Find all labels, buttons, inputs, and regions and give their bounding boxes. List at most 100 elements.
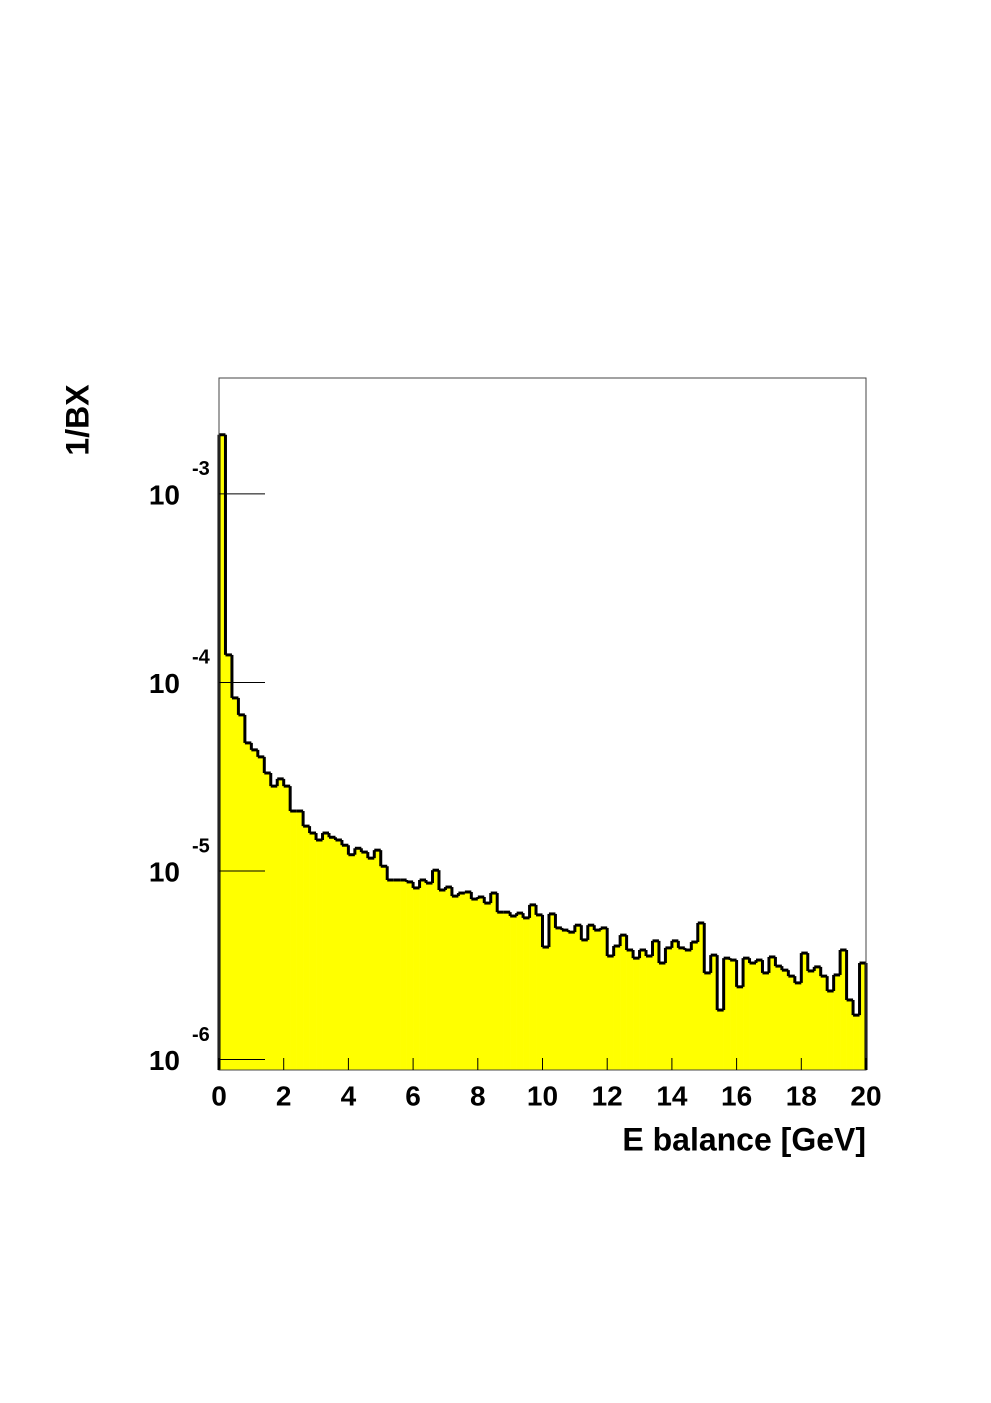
bar xyxy=(626,950,634,1070)
bar xyxy=(730,960,737,1070)
x-tick-label: 14 xyxy=(656,1080,688,1111)
bar xyxy=(658,963,666,1070)
bar xyxy=(665,947,673,1070)
y-axis-label: 1/BX xyxy=(59,384,95,456)
bar xyxy=(717,1010,724,1070)
bar xyxy=(853,1015,860,1070)
bar xyxy=(684,950,692,1070)
y-tick-exponent: -5 xyxy=(192,835,210,857)
x-tick-label: 6 xyxy=(405,1080,421,1111)
bar xyxy=(374,850,382,1070)
bar xyxy=(652,940,660,1070)
bar xyxy=(296,811,304,1070)
bar xyxy=(387,879,394,1070)
bar xyxy=(833,974,841,1070)
bar xyxy=(607,956,614,1070)
bar xyxy=(574,925,582,1070)
bar xyxy=(471,899,479,1070)
bar xyxy=(587,925,595,1070)
bar xyxy=(620,935,627,1070)
bar xyxy=(413,887,420,1070)
y-tick-exponent: -6 xyxy=(192,1024,210,1046)
x-tick-label: 16 xyxy=(721,1080,752,1111)
bar xyxy=(497,912,504,1070)
bar xyxy=(794,982,802,1070)
bar xyxy=(367,858,375,1070)
bar xyxy=(613,946,621,1070)
bar xyxy=(510,916,517,1070)
bar xyxy=(328,837,336,1070)
bar xyxy=(743,958,750,1070)
bar xyxy=(846,999,854,1070)
bar xyxy=(432,870,440,1070)
bar xyxy=(283,786,291,1070)
bar xyxy=(426,883,433,1070)
bar xyxy=(503,912,511,1070)
bar xyxy=(335,840,343,1070)
bar xyxy=(775,966,783,1070)
y-tick-label: 10 xyxy=(149,1045,180,1076)
bar xyxy=(477,896,485,1070)
bar xyxy=(536,914,543,1070)
bar xyxy=(380,866,388,1070)
x-tick-label: 4 xyxy=(341,1080,357,1111)
bar xyxy=(244,742,252,1070)
bar xyxy=(671,940,679,1070)
bar xyxy=(251,749,259,1070)
bar xyxy=(290,811,297,1070)
x-tick-label: 2 xyxy=(276,1080,292,1111)
bar xyxy=(341,845,349,1070)
bar xyxy=(561,930,569,1070)
bar xyxy=(542,947,550,1070)
bar xyxy=(322,833,330,1070)
x-tick-label: 8 xyxy=(470,1080,486,1111)
bar xyxy=(568,932,576,1070)
bar xyxy=(548,913,556,1070)
y-tick-exponent: -4 xyxy=(192,647,211,669)
bar xyxy=(400,879,407,1070)
bar xyxy=(704,972,712,1070)
bar xyxy=(257,756,265,1070)
y-tick-exponent: -3 xyxy=(192,458,210,480)
bar xyxy=(768,956,776,1070)
x-tick-label: 10 xyxy=(527,1080,558,1111)
bar xyxy=(451,896,459,1070)
x-tick-label: 18 xyxy=(786,1080,817,1111)
bar xyxy=(529,904,537,1070)
bar xyxy=(354,848,362,1070)
bar xyxy=(801,953,809,1070)
bar xyxy=(820,976,828,1070)
bar xyxy=(219,434,226,1071)
bar xyxy=(277,778,284,1070)
bar xyxy=(445,887,453,1070)
bar xyxy=(827,990,834,1070)
bar xyxy=(756,960,763,1070)
bar xyxy=(490,893,498,1070)
bar xyxy=(406,881,414,1070)
x-tick-label: 20 xyxy=(850,1080,881,1111)
bar xyxy=(633,958,640,1070)
bar xyxy=(807,970,815,1070)
x-tick-label: 0 xyxy=(211,1080,227,1111)
bar xyxy=(639,950,647,1070)
bar xyxy=(859,963,867,1070)
bar xyxy=(458,893,466,1070)
bar xyxy=(438,889,446,1070)
y-tick-label: 10 xyxy=(149,479,180,510)
bar xyxy=(225,654,233,1070)
bar xyxy=(594,930,602,1070)
bar xyxy=(361,852,369,1070)
bar xyxy=(697,922,705,1070)
bar xyxy=(270,786,278,1070)
x-tick-label: 12 xyxy=(592,1080,623,1111)
bar xyxy=(788,976,796,1070)
bar xyxy=(646,956,653,1070)
bar xyxy=(762,972,770,1070)
bar xyxy=(678,947,686,1070)
bar xyxy=(523,917,530,1070)
bar xyxy=(600,927,608,1070)
bar xyxy=(393,879,401,1070)
bar xyxy=(749,963,757,1070)
y-tick-label: 10 xyxy=(149,668,180,699)
